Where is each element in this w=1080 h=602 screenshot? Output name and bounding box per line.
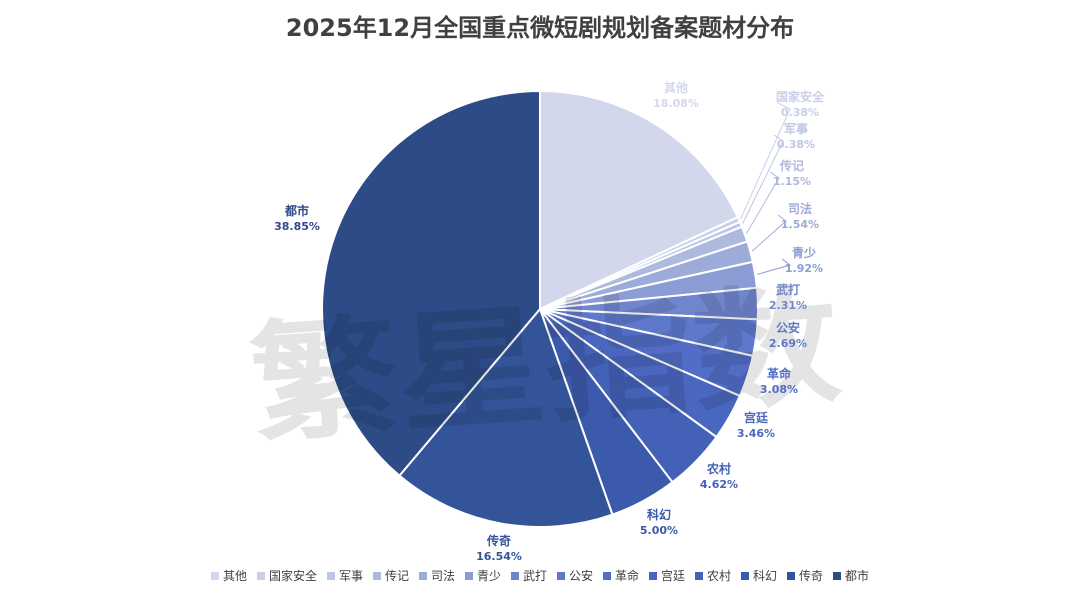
legend-label-e983bde5b882: 都市 (845, 568, 869, 583)
legend-label-e99d92e5b091: 青少 (477, 569, 501, 583)
slice-label-e5aeabe5bbb7: 宫廷 (744, 410, 769, 425)
legend-label-e59bbde5aeb6e5ae89e585a8: 国家安全 (269, 568, 317, 583)
leader-line-e99d92e5b091 (757, 258, 792, 275)
slice-label-e4bca0e5a587: 传奇 (486, 533, 511, 548)
leader-line-e58fb8e6b395 (751, 214, 787, 252)
legend: 其他 国家安全 军事 传记 司法 青少 武打 公安 革命 宫廷 农村 科幻 传奇 都市 (211, 568, 869, 583)
legend-label-e5869ce69d91: 农村 (707, 569, 731, 583)
slice-value-e99d92e5b091: 1.92% (785, 262, 823, 275)
slice-value-e5869ce69d91: 4.62% (700, 478, 738, 491)
legend-swatch-e585b6e4bb96 (211, 572, 219, 580)
pie-slices (321, 89, 759, 528)
legend-swatch-e99da9e591bd (603, 572, 611, 580)
legend-swatch-e58fb8e6b395 (419, 572, 427, 580)
legend-swatch-e4bca0e5a587 (787, 572, 795, 580)
legend-label-e4bca0e8aeb0: 传记 (385, 568, 409, 583)
slice-value-e58fb8e6b395: 1.54% (781, 218, 819, 231)
slice-label-e983bde5b882: 都市 (284, 203, 309, 218)
legend-swatch-e585ace5ae89 (557, 572, 565, 580)
legend-label-e58fb8e6b395: 司法 (431, 569, 455, 583)
chart-title: 2025年12月全国重点微短剧规划备案题材分布 (285, 14, 795, 42)
slice-value-e5aeabe5bbb7: 3.46% (737, 427, 775, 440)
slice-label-e5869be4ba8b: 军事 (784, 121, 808, 136)
slice-value-e59bbde5aeb6e5ae89e585a8: 0.38% (781, 106, 819, 119)
legend-label-e5869be4ba8b: 军事 (339, 569, 363, 583)
legend-swatch-e4bca0e8aeb0 (373, 572, 381, 580)
legend-label-e6ada6e68993: 武打 (523, 569, 547, 583)
slice-label-e585ace5ae89: 公安 (776, 320, 800, 335)
legend-label-e585ace5ae89: 公安 (569, 568, 593, 583)
legend-swatch-e6ada6e68993 (511, 572, 519, 580)
legend-label-e5aeabe5bbb7: 宫廷 (661, 568, 685, 583)
slice-value-e585ace5ae89: 2.69% (769, 337, 807, 350)
slice-label-e7a791e5b9bb: 科幻 (647, 507, 671, 522)
pie-slice-e585b6e4bb96 (539, 89, 740, 311)
slice-value-e6ada6e68993: 2.31% (769, 299, 807, 312)
legend-swatch-e5869ce69d91 (695, 572, 703, 580)
pie-slice-e983bde5b882 (321, 89, 541, 478)
slice-value-e983bde5b882: 38.85% (274, 220, 320, 233)
slice-label-e585b6e4bb96: 其他 (664, 80, 688, 95)
leader-line-e4bca0e8aeb0 (746, 171, 780, 234)
slice-value-e7a791e5b9bb: 5.00% (640, 524, 678, 537)
slice-label-e99da9e591bd: 革命 (767, 366, 792, 381)
legend-swatch-e5aeabe5bbb7 (649, 572, 657, 580)
slice-value-e4bca0e8aeb0: 1.15% (773, 175, 811, 188)
pie-slice-e4bca0e5a587 (398, 307, 614, 528)
slice-label-e4bca0e8aeb0: 传记 (779, 158, 804, 173)
legend-label-e99da9e591bd: 革命 (615, 568, 639, 583)
slice-label-e59bbde5aeb6e5ae89e585a8: 国家安全 (776, 89, 825, 104)
legend-swatch-e7a791e5b9bb (741, 572, 749, 580)
slice-value-e99da9e591bd: 3.08% (760, 383, 798, 396)
slice-label-e5869ce69d91: 农村 (706, 461, 731, 476)
legend-swatch-e59bbde5aeb6e5ae89e585a8 (257, 572, 265, 580)
legend-swatch-e99d92e5b091 (465, 572, 473, 580)
slice-value-e5869be4ba8b: 0.38% (777, 138, 815, 151)
legend-swatch-e983bde5b882 (833, 572, 841, 580)
slice-label-e6ada6e68993: 武打 (776, 282, 800, 297)
legend-label-e585b6e4bb96: 其他 (223, 569, 247, 583)
leader-line-e59bbde5aeb6e5ae89e585a8 (740, 102, 791, 219)
leader-line-e5869be4ba8b (742, 134, 784, 224)
legend-label-e7a791e5b9bb: 科幻 (753, 569, 777, 583)
slice-label-e99d92e5b091: 青少 (792, 245, 816, 260)
legend-swatch-e5869be4ba8b (327, 572, 335, 580)
slice-value-e4bca0e5a587: 16.54% (476, 550, 522, 563)
data-labels: 其他 18.08% 国家安全 0.38% 军事 0.38% 传记 1.15% 司法 1.54% 青少… (274, 80, 825, 563)
slice-value-e585b6e4bb96: 18.08% (653, 97, 699, 110)
legend-label-e4bca0e5a587: 传奇 (799, 568, 823, 583)
slice-label-e58fb8e6b395: 司法 (788, 201, 812, 216)
